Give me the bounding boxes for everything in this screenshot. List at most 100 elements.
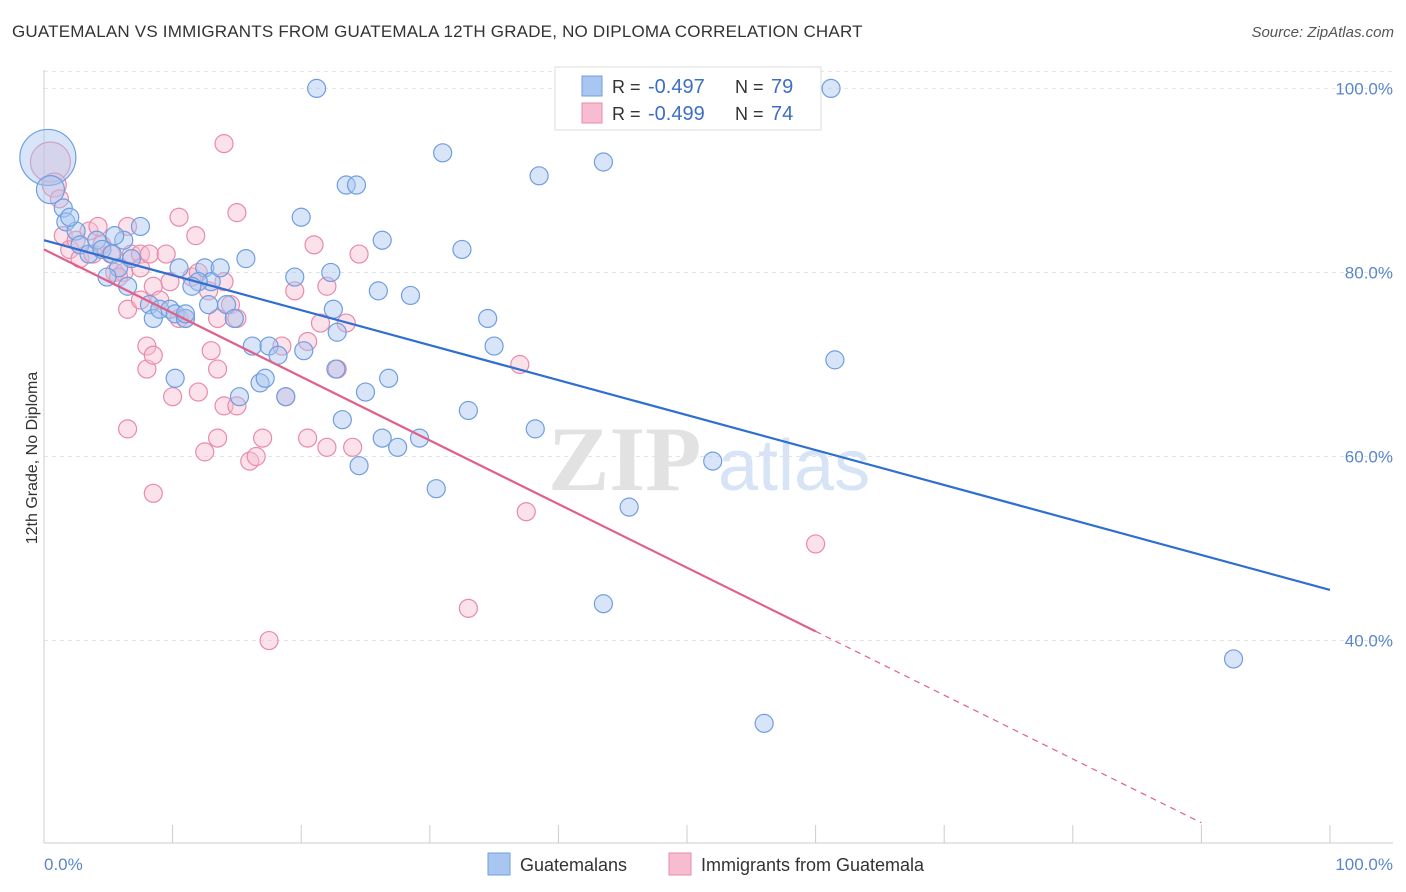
- point-immigrants-34: [214, 134, 234, 154]
- point-guatemalans-40: [285, 267, 305, 287]
- legend-swatch-blue: [581, 75, 603, 97]
- trend-line-immigrants: [43, 248, 817, 633]
- point-guatemalans-30: [165, 368, 185, 388]
- axis-layer: [43, 70, 1393, 844]
- series-legend-label-guatemalans: Guatemalans: [520, 855, 627, 875]
- point-guatemalans-58: [388, 437, 408, 457]
- point-guatemalans-60: [426, 479, 446, 499]
- point-guatemalans-0: [19, 128, 77, 187]
- stats-legend: R = -0.497 N = 79 R = -0.499 N = 74: [554, 66, 822, 131]
- point-guatemalans-70: [619, 497, 639, 517]
- point-immigrants-59: [310, 313, 331, 333]
- point-guatemalans-10: [114, 230, 134, 250]
- point-guatemalans-44: [323, 299, 343, 319]
- chart-source: Source: ZipAtlas.com: [1251, 24, 1394, 41]
- point-guatemalans-28: [210, 258, 230, 278]
- point-guatemalans-54: [368, 281, 388, 301]
- point-guatemalans-67: [529, 166, 549, 186]
- point-immigrants-46: [195, 442, 215, 462]
- point-guatemalans-73: [821, 78, 841, 99]
- point-immigrants-31: [227, 203, 247, 223]
- point-guatemalans-7: [87, 230, 107, 250]
- point-guatemalans-64: [478, 308, 498, 329]
- point-guatemalans-66: [525, 419, 545, 439]
- legend-r-value-1: -0.497: [648, 76, 705, 98]
- points-layer: [19, 78, 1244, 733]
- y-tick-label-100: 100.0%: [1335, 79, 1393, 98]
- point-immigrants-42: [163, 387, 183, 407]
- point-guatemalans-62: [452, 239, 472, 260]
- point-guatemalans-76: [105, 226, 125, 246]
- point-guatemalans-71: [703, 451, 723, 471]
- chart-title: GUATEMALAN VS IMMIGRANTS FROM GUATEMALA …: [12, 22, 863, 41]
- x-tick-label-max: 100.0%: [1335, 855, 1393, 874]
- legend-n-label-1: N =: [735, 77, 764, 97]
- point-immigrants-9: [88, 216, 108, 237]
- point-guatemalans-50: [346, 175, 367, 195]
- point-guatemalans-46: [326, 359, 346, 379]
- watermark-zip: ZIP: [548, 408, 701, 510]
- point-guatemalans-27: [236, 249, 256, 269]
- point-guatemalans-43: [307, 78, 327, 99]
- point-immigrants-27: [208, 308, 228, 329]
- point-guatemalans-12: [117, 276, 138, 296]
- point-immigrants-44: [201, 341, 221, 361]
- point-guatemalans-75: [1223, 649, 1244, 669]
- series-legend: Guatemalans Immigrants from Guatemala: [487, 852, 925, 876]
- point-immigrants-45: [208, 359, 228, 379]
- point-guatemalans-61: [433, 143, 453, 163]
- point-guatemalans-63: [458, 400, 478, 421]
- point-immigrants-33: [186, 226, 206, 246]
- point-guatemalans-56: [379, 368, 399, 388]
- point-immigrants-57: [298, 428, 318, 448]
- point-guatemalans-51: [349, 456, 369, 476]
- point-immigrants-58: [304, 235, 324, 255]
- y-tick-label-40: 40.0%: [1345, 632, 1393, 651]
- legend-n-value-1: 79: [771, 76, 793, 98]
- point-immigrants-72: [805, 534, 826, 554]
- y-tick-label-60: 60.0%: [1345, 448, 1393, 467]
- point-immigrants-64: [343, 437, 363, 457]
- point-guatemalans-11: [130, 216, 151, 237]
- point-immigrants-41: [143, 345, 163, 365]
- watermark: ZIP atlas: [548, 408, 870, 510]
- point-guatemalans-72: [754, 713, 774, 733]
- point-guatemalans-49: [336, 175, 356, 195]
- point-guatemalans-57: [400, 285, 421, 306]
- point-immigrants-17: [139, 244, 160, 264]
- point-guatemalans-47: [321, 262, 341, 283]
- series-legend-swatch-immigrants: [668, 852, 692, 876]
- point-guatemalans-68: [593, 152, 614, 172]
- point-immigrants-52: [253, 428, 273, 448]
- point-immigrants-67: [117, 419, 138, 439]
- point-immigrants-62: [317, 437, 337, 457]
- grid-layer: [44, 70, 1393, 642]
- legend-r-label-2: R =: [612, 104, 641, 124]
- point-guatemalans-26: [224, 308, 244, 329]
- point-immigrants-20: [156, 244, 176, 264]
- point-immigrants-65: [349, 244, 369, 264]
- legend-r-label-1: R =: [612, 77, 641, 97]
- point-immigrants-0: [29, 141, 72, 183]
- point-guatemalans-38: [276, 387, 296, 407]
- trend-line-guatemalans: [43, 239, 1331, 591]
- x-tick-label-min: 0.0%: [44, 855, 83, 874]
- point-guatemalans-1: [35, 175, 66, 205]
- point-guatemalans-69: [593, 594, 614, 614]
- point-guatemalans-53: [372, 428, 392, 448]
- point-immigrants-55: [285, 281, 305, 301]
- point-guatemalans-37: [229, 387, 250, 407]
- legend-r-value-2: -0.499: [648, 103, 705, 125]
- trend-line-immigrants-extension: [815, 630, 1202, 824]
- trend-layer: [43, 239, 1331, 824]
- y-tick-label-80: 80.0%: [1345, 263, 1393, 282]
- point-guatemalans-36: [255, 368, 275, 388]
- point-immigrants-73: [259, 630, 279, 651]
- point-guatemalans-74: [825, 350, 845, 370]
- point-immigrants-47: [208, 428, 228, 448]
- point-guatemalans-52: [355, 382, 376, 402]
- point-immigrants-32: [169, 207, 189, 227]
- point-immigrants-68: [458, 598, 478, 618]
- point-immigrants-43: [188, 382, 208, 402]
